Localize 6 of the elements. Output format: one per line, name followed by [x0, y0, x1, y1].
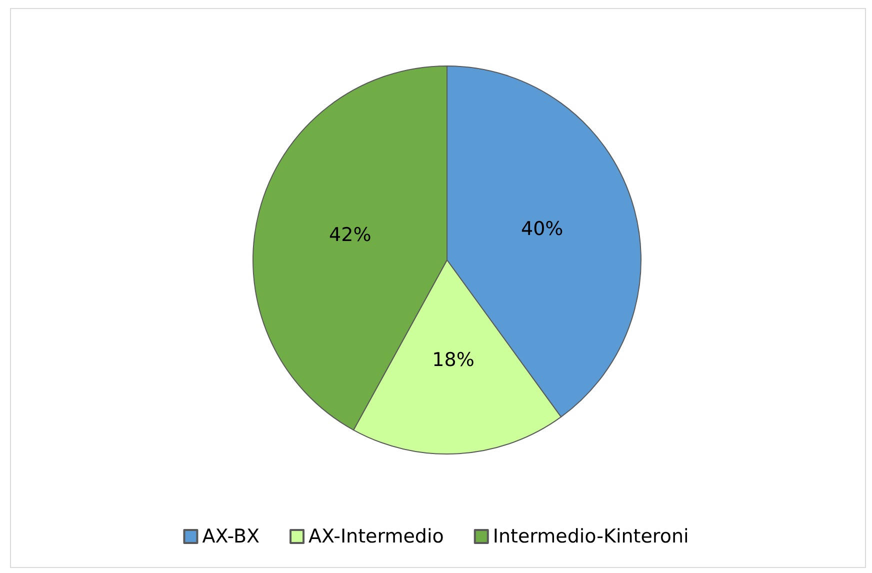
data-label: 40%: [520, 218, 564, 240]
legend-label: AX-BX: [202, 526, 260, 548]
legend-label: AX-Intermedio: [308, 526, 444, 548]
data-label: 42%: [329, 224, 372, 246]
data-label: 18%: [432, 348, 474, 371]
legend-label: Intermedio-Kinteroni: [492, 526, 689, 548]
